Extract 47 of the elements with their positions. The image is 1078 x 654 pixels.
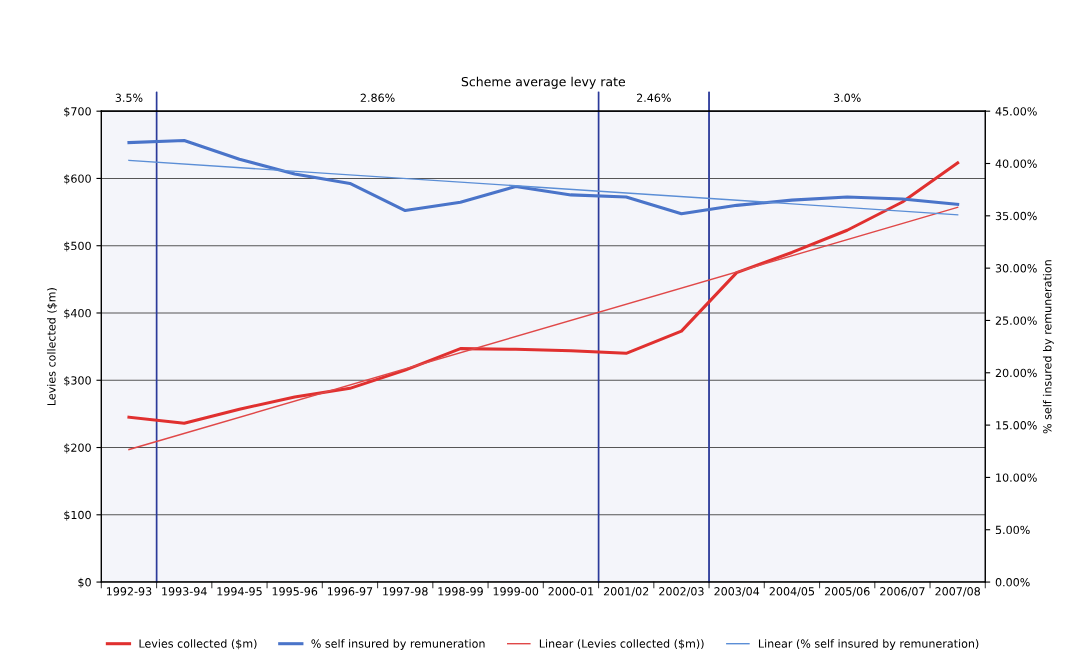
legend-label: Linear (Levies collected ($m)): [539, 639, 704, 650]
y2-tick-label: 35.00%: [995, 211, 1037, 221]
band-label: 3.5%: [115, 93, 143, 102]
legend-label: Levies collected ($m): [139, 639, 257, 650]
y2-tick-label: 5.00%: [995, 525, 1030, 535]
y-tick-label: $500: [64, 241, 91, 252]
x-tick-label: 2001/02: [603, 587, 649, 597]
band-label: 2.86%: [360, 93, 395, 102]
y-tick-label: $200: [64, 443, 91, 454]
x-tick-label: 2006/07: [880, 587, 925, 597]
y2-axis-title: % self insured by remuneration: [1042, 260, 1054, 434]
y2-tick-label: 25.00%: [995, 316, 1037, 325]
x-tick-label: 1994-95: [217, 587, 262, 596]
x-tick-label: 2000-01: [548, 587, 594, 596]
y-tick-label: $300: [64, 376, 91, 387]
y2-tick-label: 30.00%: [995, 264, 1037, 273]
y2-tick-label: 0.00%: [995, 578, 1030, 587]
line-series: [127, 161, 960, 425]
y2-tick-label: 20.00%: [995, 368, 1037, 378]
legend-label: Linear (% self insured by remuneration): [758, 639, 979, 650]
x-tick-label: 1998-99: [438, 587, 483, 596]
y-tick-label: $700: [64, 106, 91, 118]
x-tick-label: 1997-98: [383, 587, 428, 596]
band-label: 2.46%: [636, 93, 671, 102]
band-label: 3.0%: [833, 93, 861, 102]
y2-tick-label: 45.00%: [995, 107, 1037, 116]
x-tick-label: 2004/05: [769, 587, 815, 597]
y-tick-label: $600: [64, 174, 91, 185]
chart-title: Scheme average levy rate: [461, 76, 626, 89]
legend-label: % self insured by remuneration: [311, 639, 485, 650]
x-tick-label: 1995-96: [272, 587, 318, 596]
x-tick-label: 1992-93: [106, 587, 152, 596]
x-tick-label: 1996-97: [327, 587, 373, 596]
x-tick-label: 2007/08: [935, 587, 980, 597]
y2-tick-label: 10.00%: [996, 473, 1037, 482]
x-tick-label: 2005/06: [824, 587, 870, 597]
x-tick-label: 2002/03: [659, 587, 704, 597]
y-tick-label: $0: [78, 577, 91, 588]
y-axis-title: Levies collected ($m): [47, 288, 58, 406]
y-tick-label: $400: [64, 308, 91, 319]
x-tick-label: 2003/04: [714, 587, 760, 597]
x-tick-label: 1993-94: [162, 587, 207, 596]
y-tick-label: $100: [64, 510, 91, 521]
y2-tick-label: 40.00%: [995, 159, 1037, 168]
line-series: [127, 138, 960, 216]
x-tick-label: 1999-00: [493, 587, 539, 596]
y2-tick-label: 15.00%: [996, 421, 1037, 430]
